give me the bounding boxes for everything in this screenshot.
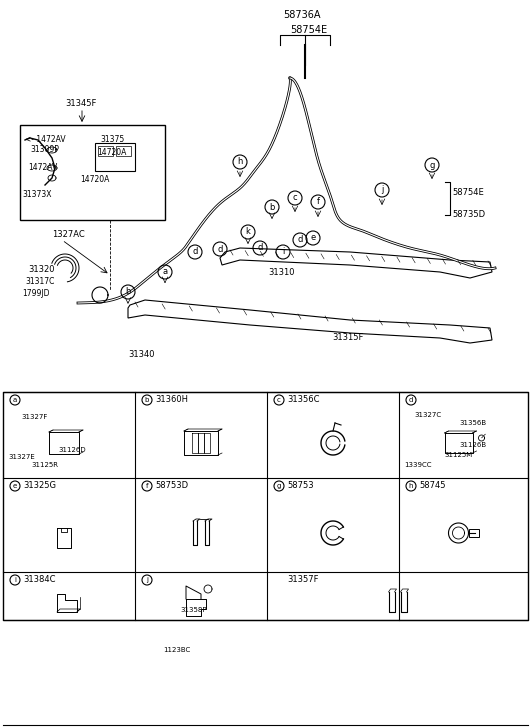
Text: d: d bbox=[192, 247, 198, 257]
Text: 58754E: 58754E bbox=[290, 25, 327, 35]
Text: f: f bbox=[145, 483, 148, 489]
Text: 1472AV: 1472AV bbox=[28, 163, 57, 172]
Text: 1327AC: 1327AC bbox=[52, 230, 85, 239]
Text: i: i bbox=[14, 577, 16, 583]
Text: 31125R: 31125R bbox=[31, 462, 58, 468]
Text: 58735D: 58735D bbox=[452, 210, 485, 219]
Text: 58754E: 58754E bbox=[452, 188, 484, 197]
Bar bbox=[98, 146, 113, 156]
Text: 31373X: 31373X bbox=[22, 190, 52, 199]
Text: e: e bbox=[13, 483, 17, 489]
Text: i: i bbox=[282, 247, 284, 257]
Bar bbox=[116, 146, 131, 156]
Bar bbox=[3, 392, 528, 620]
Text: 31327F: 31327F bbox=[21, 414, 47, 420]
Text: <- 1472AV: <- 1472AV bbox=[25, 135, 66, 144]
Text: 31340: 31340 bbox=[128, 350, 155, 359]
Text: k: k bbox=[245, 228, 251, 236]
Text: b: b bbox=[269, 203, 275, 212]
Text: 31315F: 31315F bbox=[332, 333, 363, 342]
Text: 31360H: 31360H bbox=[155, 395, 188, 404]
Bar bbox=[20, 125, 165, 220]
Text: d: d bbox=[217, 244, 222, 254]
Text: 1123BC: 1123BC bbox=[163, 647, 190, 653]
Text: 31327E: 31327E bbox=[8, 454, 35, 460]
Text: 58736A: 58736A bbox=[283, 10, 321, 20]
Bar bbox=[468, 529, 478, 537]
Text: d: d bbox=[297, 236, 303, 244]
Text: 14720A: 14720A bbox=[80, 175, 109, 184]
Text: d: d bbox=[258, 244, 263, 252]
Text: 31309P: 31309P bbox=[30, 145, 59, 154]
Text: 31126B: 31126B bbox=[459, 442, 486, 448]
Text: 31327C: 31327C bbox=[414, 412, 441, 418]
Text: b: b bbox=[125, 287, 131, 297]
Text: h: h bbox=[237, 158, 243, 166]
Text: 31375: 31375 bbox=[100, 135, 124, 144]
Text: 14720A: 14720A bbox=[97, 148, 126, 157]
Text: 58753D: 58753D bbox=[155, 481, 188, 491]
Text: j: j bbox=[146, 577, 148, 583]
Text: e: e bbox=[311, 233, 315, 243]
Text: 1799JD: 1799JD bbox=[22, 289, 49, 298]
Text: 31317C: 31317C bbox=[25, 277, 54, 286]
Text: 58753: 58753 bbox=[287, 481, 314, 491]
Text: 1339CC: 1339CC bbox=[404, 462, 432, 468]
Text: b: b bbox=[145, 397, 149, 403]
Text: 31310: 31310 bbox=[268, 268, 295, 277]
Text: j: j bbox=[381, 185, 383, 195]
Text: 31358P: 31358P bbox=[180, 607, 207, 613]
Text: 31325G: 31325G bbox=[23, 481, 56, 491]
Text: 31320: 31320 bbox=[28, 265, 55, 274]
Text: 31125M: 31125M bbox=[444, 452, 472, 458]
Text: f: f bbox=[316, 198, 320, 206]
Text: 31357F: 31357F bbox=[287, 576, 319, 585]
Text: c: c bbox=[277, 397, 281, 403]
Text: h: h bbox=[409, 483, 413, 489]
Text: 31356B: 31356B bbox=[459, 420, 486, 426]
Text: c: c bbox=[293, 193, 297, 203]
Text: 31384C: 31384C bbox=[23, 576, 56, 585]
Text: 58745: 58745 bbox=[419, 481, 446, 491]
Text: 31126D: 31126D bbox=[58, 447, 85, 453]
Text: g: g bbox=[277, 483, 281, 489]
Text: 31345F: 31345F bbox=[65, 99, 96, 108]
Bar bbox=[95, 143, 135, 171]
Text: d: d bbox=[409, 397, 413, 403]
Text: 31356C: 31356C bbox=[287, 395, 320, 404]
Text: a: a bbox=[13, 397, 17, 403]
Text: a: a bbox=[162, 268, 168, 276]
Text: g: g bbox=[429, 161, 435, 169]
